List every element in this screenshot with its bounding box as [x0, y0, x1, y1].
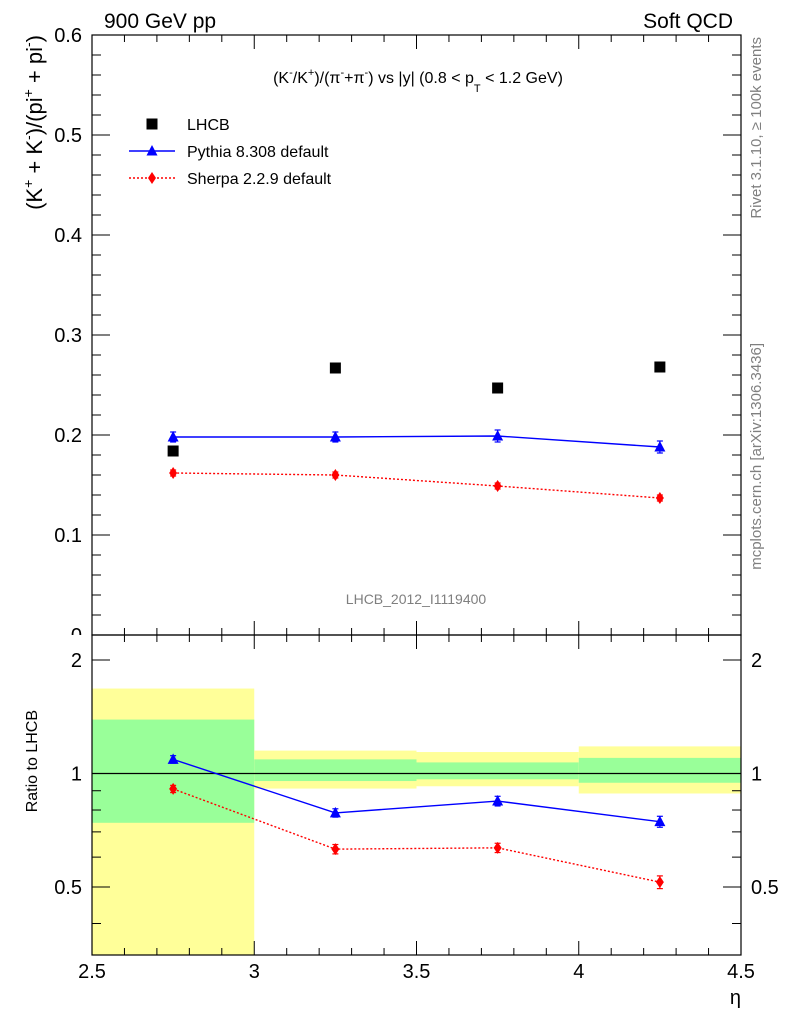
- data-point: [331, 843, 340, 856]
- data-point: [493, 480, 502, 492]
- data-point: [167, 753, 179, 764]
- x-axis-label: η: [730, 987, 741, 1009]
- ratio-y-tick-label-left: 0.5: [54, 877, 82, 899]
- data-point: [169, 782, 178, 795]
- x-tick-label: 2.5: [78, 961, 106, 983]
- header-left: 900 GeV pp: [104, 10, 216, 33]
- data-point: [655, 492, 664, 504]
- main-y-tick-label: 0.3: [54, 325, 82, 347]
- main-y-tick-label: 0.1: [54, 525, 82, 547]
- ratio-y-axis-label: Ratio to LHCB: [24, 710, 41, 812]
- main-y-tick-label: 0.6: [54, 25, 82, 47]
- ratio-y-tick-label-right: 0.5: [751, 877, 779, 899]
- analysis-watermark: LHCB_2012_I1119400: [346, 591, 487, 607]
- data-point: [169, 467, 178, 479]
- data-point: [329, 431, 341, 442]
- ratio-series: [167, 753, 666, 890]
- legend-label: Sherpa 2.2.9 default: [187, 171, 332, 188]
- legend-label: Pythia 8.308 default: [187, 144, 329, 161]
- ratio-bands: [92, 688, 741, 955]
- band-inner-0: [92, 719, 255, 823]
- source-label: mcplots.cern.ch [arXiv:1306.3436]: [748, 343, 765, 570]
- data-point: [493, 841, 502, 854]
- series-line-2: [173, 472, 660, 499]
- header-right: Soft QCD: [643, 10, 733, 33]
- data-point: [167, 431, 179, 442]
- main-y-zero-label: 0: [71, 625, 82, 647]
- main-y-tick-label: 0.4: [54, 225, 82, 247]
- data-point: [492, 430, 504, 441]
- data-point: [655, 876, 664, 889]
- legend-marker: [148, 172, 156, 184]
- band-inner-1: [254, 759, 417, 782]
- data-point: [167, 445, 179, 457]
- ratio-y-tick-label-right: 1: [751, 763, 762, 785]
- x-tick-label: 3.5: [403, 961, 431, 983]
- main-y-tick-label: 0.5: [54, 125, 82, 147]
- plot-title: (K-/K+)/(π-+π-) vs |y| (0.8 < pT < 1.2 G…: [273, 67, 563, 95]
- ratio-y-tick-label-left: 1: [71, 763, 82, 785]
- data-point: [492, 382, 504, 394]
- main-y-axis-label: (K+ + K-)/(pi+ + pi-): [20, 35, 47, 210]
- series-line-0: [172, 758, 660, 823]
- x-tick-label: 4.5: [727, 961, 755, 983]
- legend-label: LHCB: [187, 117, 230, 134]
- data-point: [329, 806, 341, 818]
- data-point: [331, 469, 340, 481]
- x-tick-label: 4: [573, 961, 584, 983]
- legend: LHCB Pythia 8.308 default Sherpa 2.2.9 def…: [129, 117, 332, 188]
- band-inner-2: [416, 762, 579, 780]
- data-point: [654, 815, 666, 827]
- band-inner-3: [578, 757, 741, 783]
- data-point: [654, 361, 666, 373]
- data-point: [329, 362, 341, 374]
- main-series: [167, 361, 666, 504]
- main-y-tick-label: 0.2: [54, 425, 82, 447]
- axis-tick-labels: 2.5 3 3.5 4 4.5 0.1 0.2 0.3 0.4 0.5 0.6 0 0.5 0.5 1 1 2 2: [54, 25, 779, 983]
- data-point: [654, 441, 666, 452]
- legend-marker: [146, 145, 158, 156]
- rivet-label: Rivet 3.1.10, ≥ 100k events: [748, 37, 765, 219]
- series-line-1: [173, 435, 660, 448]
- data-point: [492, 795, 504, 806]
- legend-marker: [146, 118, 158, 130]
- axis-ticks: [91, 34, 742, 955]
- x-tick-label: 3: [249, 961, 260, 983]
- ratio-y-tick-label-right: 2: [751, 650, 762, 672]
- ratio-y-tick-label-left: 2: [71, 650, 82, 672]
